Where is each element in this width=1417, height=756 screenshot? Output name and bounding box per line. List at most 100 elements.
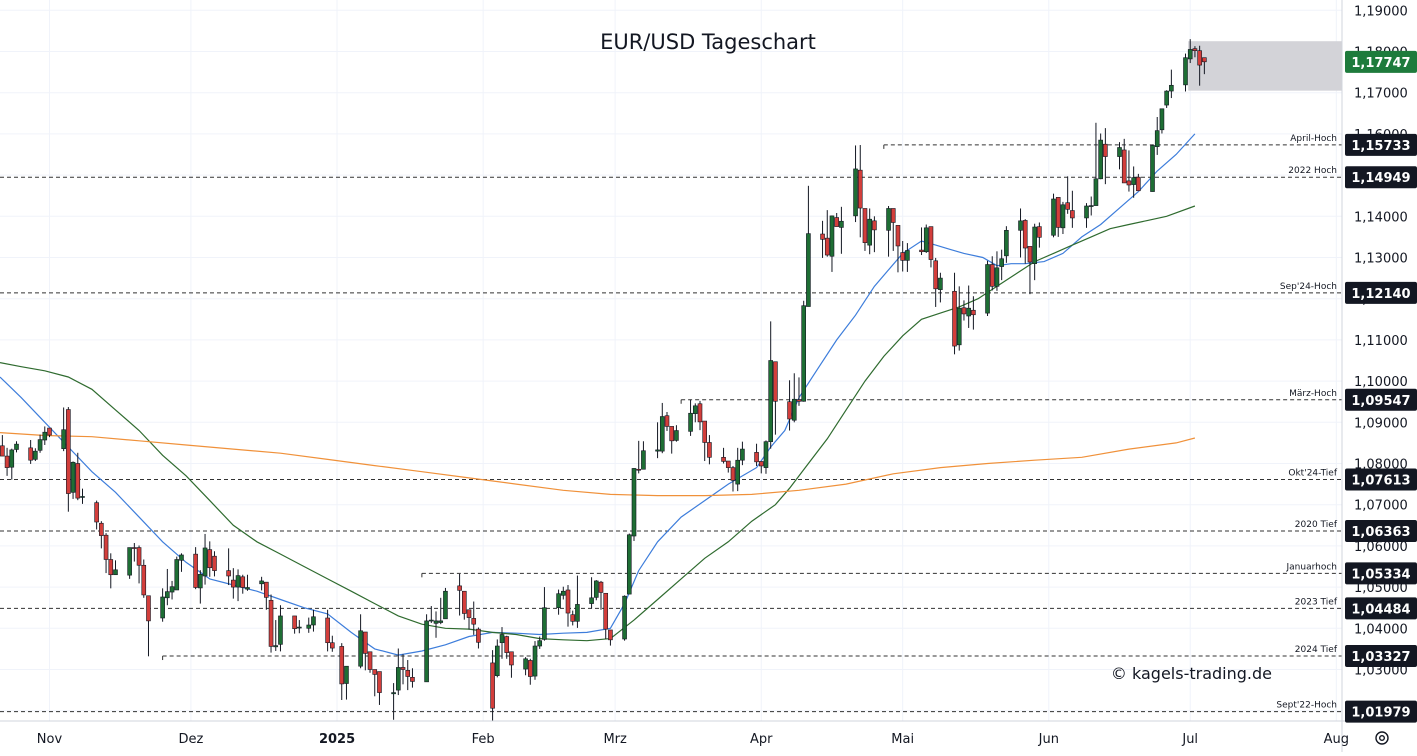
candle <box>598 580 604 610</box>
candle-body <box>985 264 990 314</box>
last-price-badge <box>1345 50 1417 73</box>
candle <box>570 610 576 626</box>
candle-body <box>433 620 439 624</box>
candle <box>1004 226 1009 263</box>
candle-body <box>391 692 396 695</box>
candle <box>1032 223 1037 281</box>
candle-body <box>494 645 500 676</box>
candle-body <box>692 405 698 414</box>
candle-body <box>372 669 378 675</box>
candle-body <box>523 658 528 670</box>
level-label: April-Hoch <box>1290 134 1337 144</box>
candle <box>66 407 71 512</box>
candle-body <box>99 522 104 536</box>
candle <box>136 545 142 584</box>
candle-body <box>297 626 302 629</box>
candle-body <box>358 630 363 667</box>
candle-body <box>443 590 448 620</box>
resistance-zone <box>1188 41 1342 91</box>
candle-body <box>1187 49 1193 60</box>
candle <box>1126 150 1132 192</box>
candle <box>1051 193 1056 238</box>
candle-body <box>697 403 703 423</box>
candle <box>1131 166 1136 198</box>
candle <box>834 213 839 227</box>
candle-body <box>622 595 627 640</box>
candle-body <box>707 442 712 458</box>
candle <box>202 533 208 585</box>
candle <box>923 224 929 253</box>
candle <box>886 206 891 257</box>
candle-body <box>278 615 283 645</box>
candle-body <box>966 307 971 317</box>
level-price-badge <box>1345 562 1417 585</box>
candle-body <box>363 631 368 654</box>
candle <box>193 547 198 590</box>
candle <box>796 377 802 406</box>
candle-body <box>994 267 1000 287</box>
candle-body <box>70 461 76 493</box>
candle-body <box>0 445 5 457</box>
level-label: 2023 Tief <box>1295 597 1338 607</box>
candle-body <box>1032 226 1037 264</box>
candle <box>424 614 429 683</box>
candle-body <box>306 624 312 629</box>
candle-body <box>603 592 609 630</box>
candle <box>462 590 467 620</box>
candle-body <box>872 220 877 231</box>
candle-body <box>268 599 274 647</box>
candle-body <box>1093 178 1099 206</box>
candle-body <box>659 416 665 452</box>
settings-gear-icon[interactable] <box>1375 731 1389 745</box>
level-price-text: 1,04484 <box>1351 602 1410 617</box>
candle <box>226 548 231 586</box>
level-price-text: 1,12140 <box>1351 287 1410 302</box>
candle <box>900 241 905 272</box>
candle-body <box>853 168 858 217</box>
candle-body <box>160 596 165 619</box>
candle-body <box>938 277 943 290</box>
candle <box>1183 53 1188 92</box>
candle-body <box>1055 197 1061 228</box>
candle <box>1159 108 1165 134</box>
candle <box>146 595 151 657</box>
moving-averages <box>0 133 1196 656</box>
price-badges: 1,15733 1,14949 1,12140 1,09547 1,07613 1,063… <box>1345 50 1417 723</box>
candle-body <box>1098 139 1103 180</box>
candle <box>33 448 38 462</box>
candle-body <box>1164 90 1169 106</box>
candle-body <box>688 412 693 432</box>
candle-body <box>1121 149 1127 184</box>
x-tick-label: Aug <box>1324 732 1349 747</box>
candle <box>141 559 147 598</box>
candle-body <box>311 616 316 626</box>
candle <box>702 420 708 462</box>
candle-body <box>1131 177 1136 185</box>
candle-body <box>14 443 19 450</box>
candle <box>400 654 406 685</box>
candle <box>499 627 505 659</box>
candle-body <box>730 467 736 481</box>
y-tick-label: 1,05000 <box>1354 581 1408 596</box>
candle-body <box>1169 84 1174 92</box>
candle <box>839 206 844 254</box>
candle <box>692 403 698 423</box>
candle <box>264 581 269 610</box>
candle-body <box>1154 130 1160 147</box>
candle <box>961 300 967 321</box>
candle-body <box>165 591 170 599</box>
candle <box>730 465 736 492</box>
candle-body <box>542 607 547 640</box>
candle-body <box>655 449 660 452</box>
candle <box>655 422 660 459</box>
candle-body <box>136 547 142 566</box>
candle-body <box>626 534 632 595</box>
candle-body <box>796 399 802 402</box>
level-label: Sep'24-Hoch <box>1280 282 1337 292</box>
candle-body <box>42 431 48 441</box>
candle-body <box>867 218 872 246</box>
candle-body <box>1150 145 1155 192</box>
ma_short-line <box>0 133 1196 656</box>
candle <box>311 609 316 632</box>
